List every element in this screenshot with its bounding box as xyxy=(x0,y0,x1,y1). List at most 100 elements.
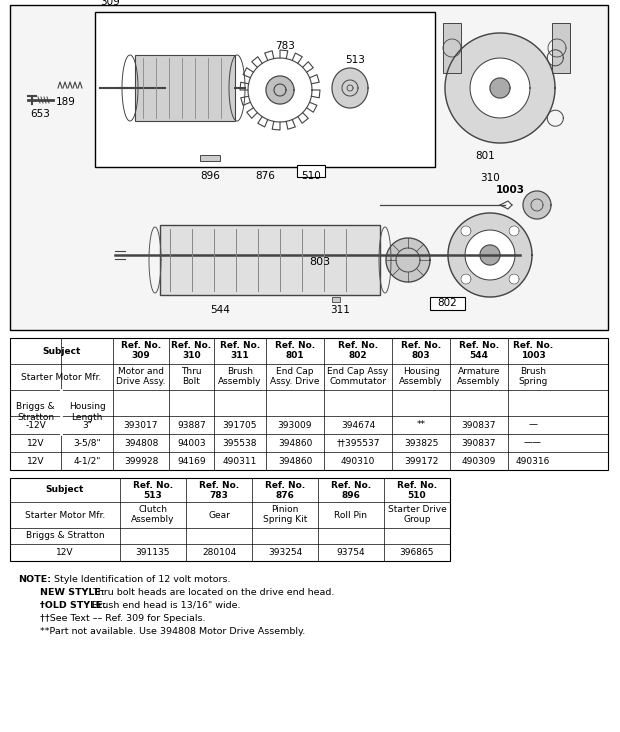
Text: 93887: 93887 xyxy=(177,420,206,430)
Text: 513: 513 xyxy=(144,490,162,499)
Text: ††See Text –– Ref. 309 for Specials.: ††See Text –– Ref. 309 for Specials. xyxy=(40,614,205,623)
Polygon shape xyxy=(266,76,294,104)
Text: 94003: 94003 xyxy=(177,438,206,447)
Text: Gear: Gear xyxy=(208,510,230,520)
Text: 393009: 393009 xyxy=(278,420,312,430)
Text: 394860: 394860 xyxy=(278,457,312,466)
Bar xyxy=(443,23,461,73)
Bar xyxy=(10,338,608,470)
Text: 395538: 395538 xyxy=(223,438,257,447)
Text: Spring: Spring xyxy=(518,378,547,386)
Polygon shape xyxy=(480,245,500,265)
Text: Ref. No.: Ref. No. xyxy=(331,480,371,490)
Text: NOTE:: NOTE: xyxy=(18,575,51,584)
Text: 1003: 1003 xyxy=(495,185,525,195)
Text: Ref. No.: Ref. No. xyxy=(265,480,305,490)
Text: 12V: 12V xyxy=(27,438,44,447)
Bar xyxy=(10,5,608,330)
Text: 94169: 94169 xyxy=(177,457,206,466)
Text: 12V: 12V xyxy=(27,457,44,466)
Text: 4-1/2": 4-1/2" xyxy=(73,457,100,466)
Text: Ref. No.: Ref. No. xyxy=(220,342,260,351)
Polygon shape xyxy=(461,226,471,236)
Text: End Cap: End Cap xyxy=(277,367,314,376)
Text: 399172: 399172 xyxy=(404,457,438,466)
Text: Assembly: Assembly xyxy=(218,378,262,386)
Text: Briggs &
Stratton: Briggs & Stratton xyxy=(16,403,55,422)
Polygon shape xyxy=(490,78,510,98)
Text: 189: 189 xyxy=(56,97,76,107)
Text: 802: 802 xyxy=(437,298,457,308)
Text: 394674: 394674 xyxy=(341,420,375,430)
Text: 311: 311 xyxy=(330,305,350,315)
Text: Housing: Housing xyxy=(402,367,440,376)
Text: 803: 803 xyxy=(412,351,430,360)
Text: 510: 510 xyxy=(301,171,321,181)
Text: Ref. No.: Ref. No. xyxy=(121,342,161,351)
Text: Assembly: Assembly xyxy=(458,378,501,386)
Bar xyxy=(332,297,340,302)
Text: 490309: 490309 xyxy=(462,457,496,466)
Text: 393017: 393017 xyxy=(124,420,158,430)
Text: Assembly: Assembly xyxy=(131,515,175,525)
Text: **: ** xyxy=(417,420,425,430)
Text: 280104: 280104 xyxy=(202,548,236,557)
Text: NEW STYLE:: NEW STYLE: xyxy=(40,588,105,597)
Text: Ref. No.: Ref. No. xyxy=(199,480,239,490)
Text: Spring Kit: Spring Kit xyxy=(263,515,307,525)
Polygon shape xyxy=(523,191,551,219)
Text: †OLD STYLE:: †OLD STYLE: xyxy=(40,601,107,610)
Text: 783: 783 xyxy=(275,41,295,51)
Text: Ref. No.: Ref. No. xyxy=(513,342,553,351)
Bar xyxy=(95,12,435,167)
Text: 394808: 394808 xyxy=(124,438,158,447)
Text: ——: —— xyxy=(524,438,542,447)
Text: Ref. No.: Ref. No. xyxy=(338,342,378,351)
Text: 510: 510 xyxy=(408,490,427,499)
Text: 394860: 394860 xyxy=(278,438,312,447)
Text: 390837: 390837 xyxy=(462,438,496,447)
Text: Subject: Subject xyxy=(42,346,81,356)
Text: Assembly: Assembly xyxy=(399,378,443,386)
Polygon shape xyxy=(448,213,532,297)
Text: 1003: 1003 xyxy=(521,351,546,360)
Text: 653: 653 xyxy=(30,109,50,119)
Text: 783: 783 xyxy=(210,490,228,499)
Text: 310: 310 xyxy=(182,351,201,360)
Text: 399928: 399928 xyxy=(124,457,158,466)
Text: 3-5/8": 3-5/8" xyxy=(73,438,101,447)
Polygon shape xyxy=(445,33,555,143)
Text: 876: 876 xyxy=(275,490,294,499)
Text: Ref. No.: Ref. No. xyxy=(401,342,441,351)
Polygon shape xyxy=(386,238,430,282)
Text: Pinion: Pinion xyxy=(272,506,299,515)
Text: 393825: 393825 xyxy=(404,438,438,447)
Text: Starter Motor Mfr.: Starter Motor Mfr. xyxy=(21,373,102,381)
Text: Ref. No.: Ref. No. xyxy=(397,480,437,490)
Text: 896: 896 xyxy=(200,171,220,181)
Text: Group: Group xyxy=(403,515,431,525)
Text: 3": 3" xyxy=(82,420,92,430)
Text: Bolt: Bolt xyxy=(182,378,200,386)
Text: Housing
Length: Housing Length xyxy=(69,403,105,422)
Bar xyxy=(200,155,220,161)
Text: 513: 513 xyxy=(345,55,365,65)
Text: Ref. No.: Ref. No. xyxy=(133,480,173,490)
Text: 93754: 93754 xyxy=(337,548,365,557)
Text: End Cap Assy: End Cap Assy xyxy=(327,367,389,376)
Text: Assy. Drive: Assy. Drive xyxy=(270,378,320,386)
Bar xyxy=(552,23,570,73)
Text: Starter Motor Mfr.: Starter Motor Mfr. xyxy=(25,510,105,520)
Text: 391705: 391705 xyxy=(223,420,257,430)
Text: 393254: 393254 xyxy=(268,548,302,557)
Text: Ref. No.: Ref. No. xyxy=(172,342,211,351)
Text: 802: 802 xyxy=(348,351,367,360)
Text: 12V: 12V xyxy=(56,548,74,557)
Polygon shape xyxy=(465,230,515,280)
Text: Armature: Armature xyxy=(458,367,500,376)
Text: ††395537: ††395537 xyxy=(336,438,379,447)
Text: Brush end head is 13/16" wide.: Brush end head is 13/16" wide. xyxy=(92,601,241,610)
Text: Drive Assy.: Drive Assy. xyxy=(117,378,166,386)
Text: Commutator: Commutator xyxy=(329,378,386,386)
Text: 490310: 490310 xyxy=(341,457,375,466)
